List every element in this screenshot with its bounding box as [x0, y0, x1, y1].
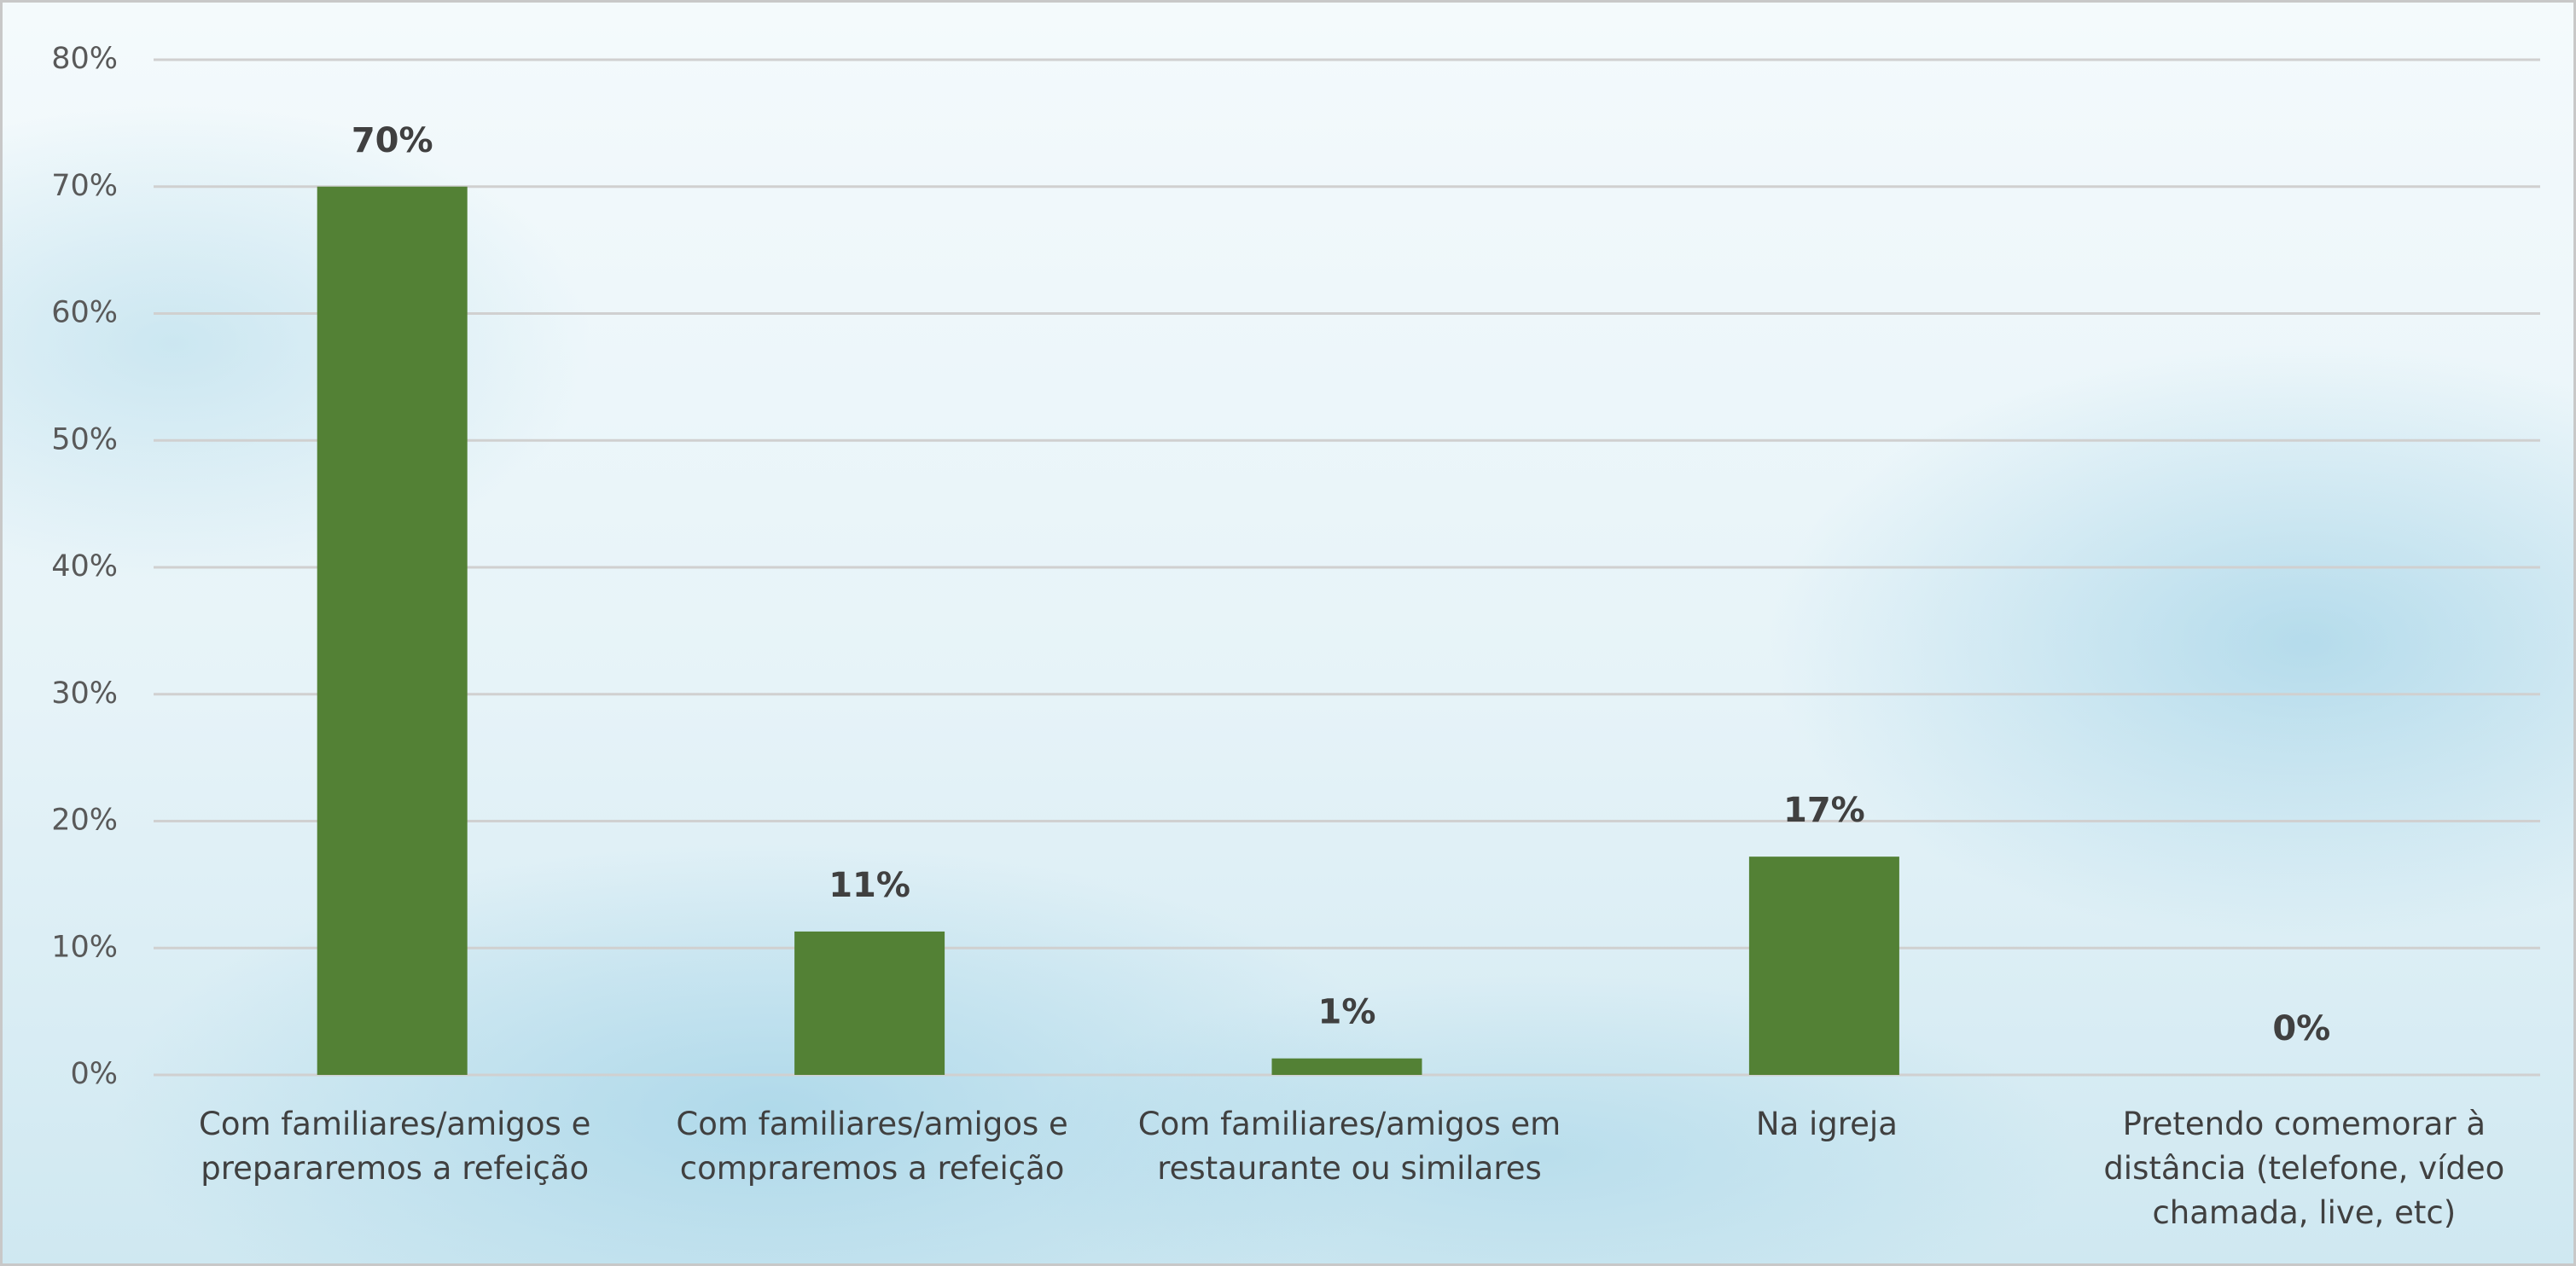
y-tick-label: 80% [51, 42, 118, 76]
y-tick-label: 0% [70, 1057, 118, 1091]
bar [1271, 1058, 1422, 1075]
x-tick-label: Com familiares/amigos e prepararemos a r… [199, 1106, 591, 1187]
bar [794, 931, 945, 1075]
data-label: 17% [1783, 791, 1865, 830]
y-tick-label: 70% [51, 169, 118, 203]
x-tick-label: Pretendo comemorar à distância (telefone… [2103, 1106, 2505, 1231]
y-tick-label: 50% [51, 422, 118, 456]
chart: 0% 10% 20% 30% 40% 50% 60% 70% 80% 70% 11% 1% 17% 0% [51, 42, 2540, 1091]
data-label: 1% [1318, 993, 1376, 1032]
y-tick-label: 60% [51, 296, 118, 330]
x-tick-label: Na igreja [1755, 1106, 1898, 1142]
bar [317, 186, 468, 1075]
y-tick-label: 30% [51, 677, 118, 711]
data-label: 70% [352, 121, 433, 160]
x-tick-label: Com familiares/amigos em restaurante ou … [1137, 1106, 1561, 1187]
data-label: 0% [2272, 1009, 2330, 1048]
x-tick-label: Com familiares/amigos e compraremos a re… [676, 1106, 1068, 1187]
data-label: 11% [829, 866, 910, 905]
bar [1748, 857, 1899, 1075]
y-tick-label: 20% [51, 804, 118, 838]
y-tick-label: 10% [51, 930, 118, 964]
y-tick-label: 40% [51, 549, 118, 584]
